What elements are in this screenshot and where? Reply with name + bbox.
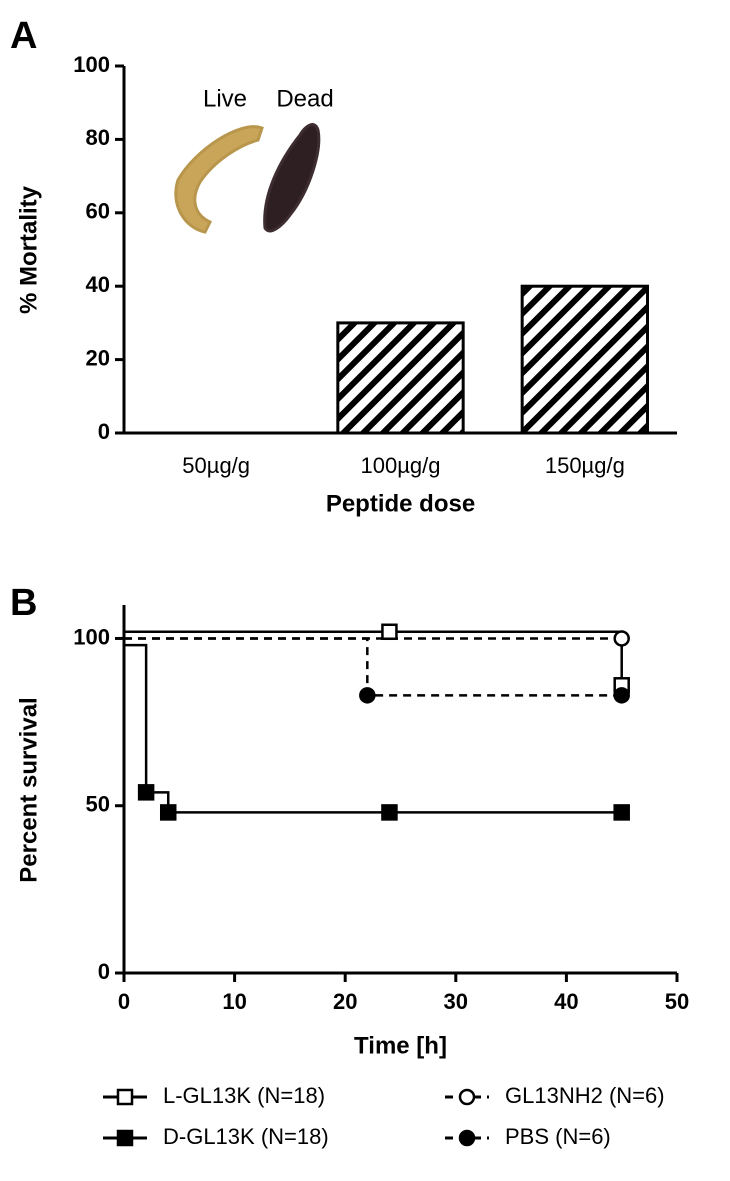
x-tick-label: 50: [665, 989, 689, 1014]
x-axis-title: Peptide dose: [326, 490, 475, 517]
x-tick-label: 10: [222, 989, 246, 1014]
marker: [613, 687, 630, 704]
x-tick-label: 30: [444, 989, 468, 1014]
y-tick-label: 100: [73, 52, 110, 77]
y-tick-label: 100: [73, 624, 110, 649]
x-tick-label: 40: [554, 989, 578, 1014]
y-tick-label: 40: [86, 272, 110, 297]
x-tick-label: 0: [118, 989, 130, 1014]
bar: [520, 284, 650, 435]
y-tick-label: 0: [98, 959, 110, 984]
legend-label: PBS (N=6): [505, 1124, 611, 1149]
x-axis-title: Time [h]: [354, 1032, 447, 1059]
x-tick-label: 100µg/g: [361, 453, 441, 478]
y-tick-label: 80: [86, 125, 110, 150]
legend-label: L-GL13K (N=18): [163, 1083, 325, 1108]
survival-line: [124, 643, 622, 814]
marker: [359, 687, 376, 704]
annotation: Dead: [276, 85, 333, 112]
y-tick-label: 60: [86, 199, 110, 224]
legend-label: GL13NH2 (N=6): [505, 1083, 665, 1108]
marker: [159, 804, 177, 821]
legend-marker: [116, 1088, 134, 1106]
legend-label: D-GL13K (N=18): [163, 1124, 329, 1149]
y-tick-label: 0: [98, 419, 110, 444]
x-tick-label: 50µg/g: [182, 453, 250, 478]
survival-line: [124, 630, 623, 686]
survival-line: [124, 637, 622, 697]
legend-marker: [458, 1129, 476, 1147]
x-tick-label: 20: [333, 989, 357, 1014]
legend-marker: [458, 1088, 476, 1106]
panel-label: A: [10, 15, 37, 57]
marker: [613, 630, 630, 647]
panel-label: B: [10, 582, 37, 624]
legend-marker: [116, 1129, 134, 1147]
marker: [381, 623, 398, 641]
y-axis-title: Percent survival: [15, 697, 42, 882]
y-axis-title: % Mortality: [15, 185, 42, 314]
x-tick-label: 150µg/g: [545, 453, 625, 478]
annotation: Live: [203, 85, 247, 112]
marker: [137, 784, 155, 801]
y-tick-label: 20: [86, 345, 110, 370]
marker: [381, 804, 398, 821]
bar: [336, 321, 465, 435]
larvae-illustration: [174, 123, 321, 234]
y-tick-label: 50: [86, 792, 110, 817]
marker: [613, 804, 630, 821]
